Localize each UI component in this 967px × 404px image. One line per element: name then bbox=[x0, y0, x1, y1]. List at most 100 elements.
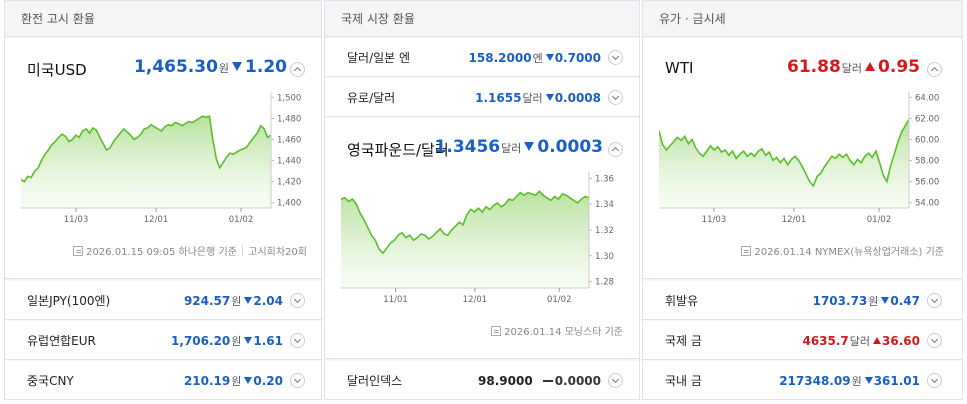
down-arrow-icon bbox=[881, 296, 890, 304]
usd-source: 2026.01.15 09:05 하나은행 기준 | 고시회차20회 bbox=[73, 243, 307, 258]
down-arrow-icon bbox=[545, 93, 554, 101]
row-unit: 달러 bbox=[849, 334, 871, 348]
list-item-eur[interactable]: 유럽연합EUR 1,706.20 원 1.61 bbox=[5, 321, 321, 360]
usd-source-text: 2026.01.15 09:05 하나은행 기준 bbox=[86, 247, 237, 258]
row-label: 국내 금 bbox=[665, 374, 702, 388]
x-tick-label: 11/03 bbox=[702, 215, 727, 225]
row-unit: 엔 bbox=[532, 51, 543, 65]
down-arrow-icon bbox=[232, 62, 243, 71]
usd-label: 미국USD bbox=[27, 61, 87, 79]
down-arrow-icon bbox=[864, 376, 873, 384]
row-change: 2.04 bbox=[253, 293, 283, 308]
row-unit: 원 bbox=[851, 374, 862, 388]
usd-chart: 1,500 1,480 1,460 1,440 1,420 1,400 11/03 12/01… bbox=[21, 92, 301, 225]
list-item-intl-gold[interactable]: 국제 금 4635.7 달러 36.60 bbox=[643, 321, 962, 360]
row-label: 유럽연합EUR bbox=[27, 334, 96, 348]
wti-chart: 64.00 62.00 60.00 58.00 56.00 54.00 11/03 12/01… bbox=[659, 92, 939, 225]
gbp-label: 영국파운드/달러 bbox=[347, 141, 449, 159]
exchange-panel-title: 환전 고시 환율 bbox=[5, 1, 321, 37]
y-tick-label: 62.00 bbox=[915, 114, 939, 124]
y-tick-label: 56.00 bbox=[915, 178, 939, 188]
row-change: 0.7000 bbox=[554, 50, 601, 65]
document-icon bbox=[741, 245, 752, 256]
wti-value: 61.88 bbox=[787, 57, 841, 77]
list-item-eurusd[interactable]: 유로/달러 1.1655 달러 0.0008 bbox=[325, 78, 639, 117]
collapse-button[interactable] bbox=[608, 142, 623, 157]
y-tick-label: 60.00 bbox=[915, 135, 939, 145]
y-tick-label: 54.00 bbox=[915, 199, 939, 209]
row-unit: 원 bbox=[231, 334, 242, 348]
row-change: 1.61 bbox=[253, 333, 283, 348]
y-tick-label: 64.00 bbox=[915, 93, 939, 103]
row-label: 일본JPY(100엔) bbox=[27, 294, 111, 308]
intl-panel-title: 국제 시장 환율 bbox=[325, 1, 639, 37]
x-tick-label: 12/01 bbox=[463, 295, 488, 305]
gbp-source: 2026.01.14 모닝스타 기준 bbox=[491, 323, 623, 338]
down-arrow-icon bbox=[244, 336, 253, 344]
row-value: 210.19 bbox=[183, 373, 231, 388]
usd-card[interactable]: 미국USD 1,465.30 원 1.20 1,500 1,480 1,460 1,4… bbox=[5, 38, 321, 279]
expand-button[interactable] bbox=[608, 373, 623, 388]
row-change: 0.0008 bbox=[554, 90, 601, 105]
gbp-chart: 1.36 1.34 1.32 1.30 1.28 11/01 12/01 01/02 bbox=[341, 172, 614, 305]
usd-change: 1.20 bbox=[245, 57, 287, 77]
row-label: 달러/일본 엔 bbox=[347, 51, 411, 65]
y-tick-label: 1,400 bbox=[277, 199, 301, 209]
row-change: 0.20 bbox=[253, 373, 283, 388]
list-item-cny[interactable]: 중국CNY 210.19 원 0.20 bbox=[5, 361, 321, 400]
expand-button[interactable] bbox=[290, 333, 305, 348]
collapse-button[interactable] bbox=[290, 62, 305, 77]
commodity-panel: 유가 · 금시세 WTI 61.88 달러 0.95 64.00 62.00 60.… bbox=[642, 0, 963, 400]
collapse-button[interactable] bbox=[927, 62, 942, 77]
x-tick-label: 01/02 bbox=[867, 215, 892, 225]
row-unit: 원 bbox=[231, 294, 242, 308]
series-line bbox=[341, 190, 590, 255]
usd-value: 1,465.30 bbox=[134, 57, 218, 77]
row-value: 98.9000 bbox=[478, 373, 533, 388]
wti-source-text: 2026.01.14 NYMEX(뉴욕상업거래소) 기준 bbox=[754, 247, 944, 258]
list-item-jpy[interactable]: 일본JPY(100엔) 924.57 원 2.04 bbox=[5, 281, 321, 320]
row-value: 4635.7 bbox=[802, 333, 849, 348]
wti-change: 0.95 bbox=[878, 57, 920, 77]
list-item-usdjpy[interactable]: 달러/일본 엔 158.2000 엔 0.7000 bbox=[325, 38, 639, 77]
wti-unit: 달러 bbox=[841, 62, 863, 75]
expand-button[interactable] bbox=[608, 50, 623, 65]
document-icon bbox=[73, 245, 84, 256]
gbp-card[interactable]: 영국파운드/달러 1.3456 달러 0.0003 1.36 1.34 1.32 1.… bbox=[325, 118, 639, 359]
expand-button[interactable] bbox=[927, 333, 942, 348]
expand-button[interactable] bbox=[608, 90, 623, 105]
row-value: 1.1655 bbox=[475, 90, 522, 105]
wti-card[interactable]: WTI 61.88 달러 0.95 64.00 62.00 60.00 58.00 56… bbox=[643, 38, 962, 279]
gbp-source-text: 2026.01.14 모닝스타 기준 bbox=[504, 327, 623, 338]
down-arrow-icon bbox=[545, 53, 554, 61]
expand-button[interactable] bbox=[927, 373, 942, 388]
row-value: 924.57 bbox=[183, 293, 231, 308]
intl-panel: 국제 시장 환율 달러/일본 엔 158.2000 엔 0.7000 유로/달러… bbox=[324, 0, 640, 400]
y-tick-label: 1.34 bbox=[595, 200, 614, 210]
list-item-dxy[interactable]: 달러인덱스 98.9000 0.0000 bbox=[325, 361, 639, 400]
expand-button[interactable] bbox=[290, 293, 305, 308]
row-label: 중국CNY bbox=[27, 374, 74, 388]
x-tick-label: 01/02 bbox=[547, 295, 572, 305]
y-tick-label: 1.30 bbox=[595, 252, 614, 262]
list-item-domestic-gold[interactable]: 국내 금 217348.09 원 361.01 bbox=[643, 361, 962, 400]
list-item-gasoline[interactable]: 휘발유 1703.73 원 0.47 bbox=[643, 281, 962, 320]
expand-button[interactable] bbox=[927, 293, 942, 308]
row-change: 0.47 bbox=[890, 293, 920, 308]
row-value: 158.2000 bbox=[468, 50, 532, 65]
series-line bbox=[659, 118, 910, 188]
expand-button[interactable] bbox=[290, 373, 305, 388]
up-arrow-icon bbox=[873, 336, 882, 344]
row-label: 유로/달러 bbox=[347, 91, 396, 105]
gbp-value: 1.3456 bbox=[434, 137, 501, 157]
row-label: 국제 금 bbox=[665, 334, 702, 348]
x-tick-label: 11/03 bbox=[64, 215, 89, 225]
row-change: 36.60 bbox=[882, 333, 920, 348]
up-arrow-icon bbox=[865, 62, 876, 71]
x-tick-label: 11/01 bbox=[383, 295, 408, 305]
row-change: 0.0000 bbox=[554, 373, 601, 388]
down-arrow-icon bbox=[524, 142, 535, 151]
series-line bbox=[21, 115, 272, 183]
row-change: 361.01 bbox=[873, 373, 920, 388]
row-unit: 원 bbox=[868, 294, 879, 308]
